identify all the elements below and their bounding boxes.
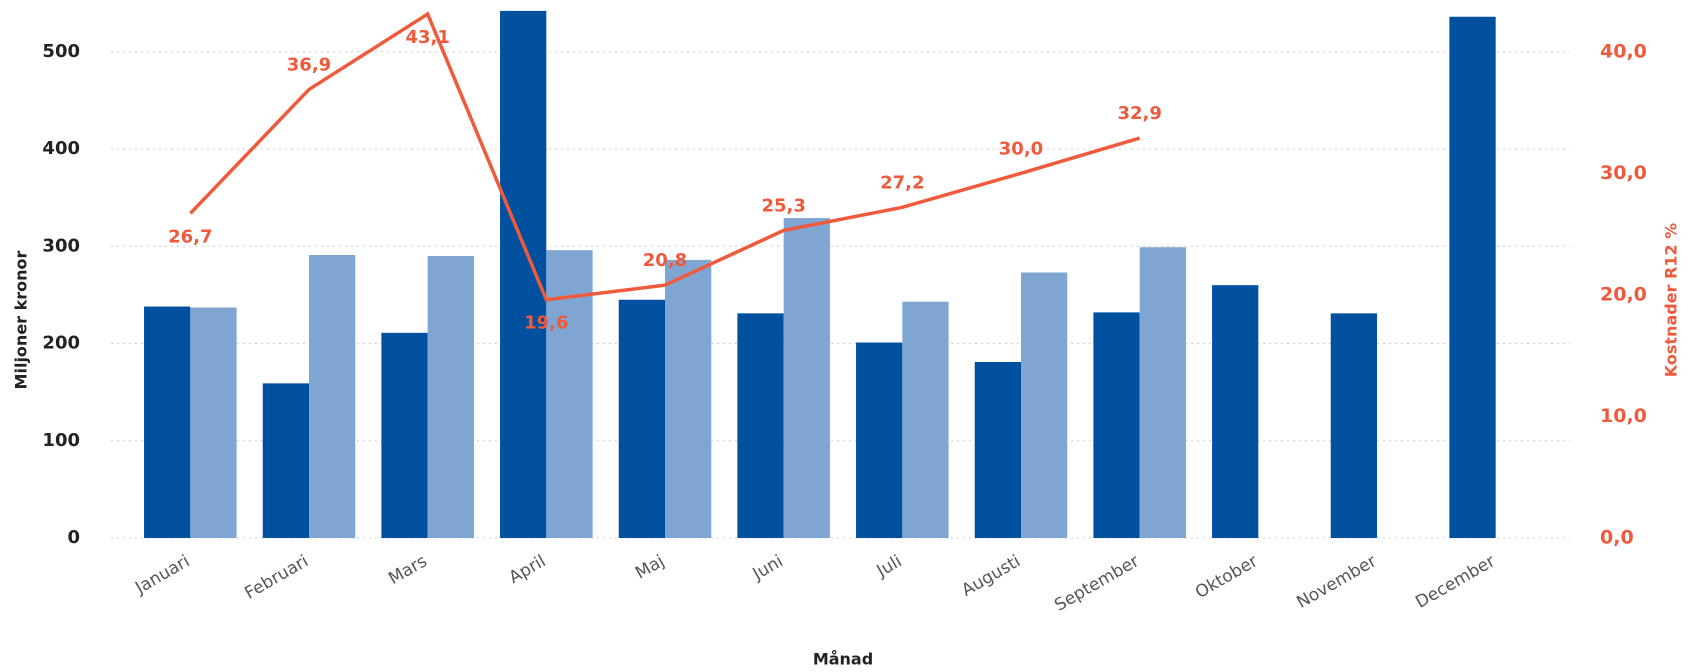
y-axis-title: Miljoner kronor bbox=[12, 250, 31, 389]
y2-tick-label: 20,0 bbox=[1600, 283, 1647, 305]
data-label: 20,8 bbox=[643, 250, 687, 271]
bar bbox=[500, 10, 547, 539]
bar bbox=[427, 255, 474, 539]
y2-tick-label: 10,0 bbox=[1600, 405, 1647, 427]
bar bbox=[144, 306, 191, 538]
bar bbox=[1330, 313, 1377, 538]
data-label: 19,6 bbox=[524, 313, 568, 334]
y2-axis-title: Kostnader R12 % bbox=[1662, 223, 1681, 377]
x-tick-label: Juni bbox=[749, 551, 787, 584]
x-tick-label: November bbox=[1293, 551, 1380, 613]
data-label: 26,7 bbox=[168, 226, 212, 247]
y-tick-label: 400 bbox=[42, 138, 80, 159]
x-tick-label: April bbox=[506, 551, 550, 588]
bar bbox=[1212, 285, 1259, 538]
data-label: 32,9 bbox=[1117, 103, 1161, 124]
bar bbox=[974, 361, 1021, 538]
bar bbox=[737, 313, 784, 538]
x-tick-label: Mars bbox=[385, 551, 431, 589]
bar bbox=[1139, 247, 1186, 538]
x-tick-label: December bbox=[1412, 551, 1498, 612]
bar bbox=[902, 301, 949, 538]
x-tick-label: Januari bbox=[131, 551, 193, 598]
x-tick-label: Oktober bbox=[1192, 551, 1261, 603]
y-tick-label: 500 bbox=[42, 41, 80, 62]
bar bbox=[1449, 16, 1496, 538]
y-tick-label: 300 bbox=[42, 235, 80, 256]
data-label: 36,9 bbox=[287, 54, 331, 75]
bar bbox=[618, 299, 665, 538]
x-tick-label: Maj bbox=[632, 551, 668, 583]
x-tick-label: Februari bbox=[241, 551, 312, 603]
y-tick-label: 200 bbox=[42, 333, 80, 354]
bar bbox=[783, 218, 830, 538]
data-label: 43,1 bbox=[405, 27, 449, 48]
bar bbox=[309, 255, 356, 539]
y2-tick-label: 0,0 bbox=[1600, 527, 1634, 549]
data-label: 27,2 bbox=[880, 172, 924, 193]
bar bbox=[665, 259, 712, 538]
bar bbox=[190, 307, 237, 538]
bar bbox=[381, 332, 428, 538]
bar bbox=[856, 342, 903, 538]
y-tick-label: 0 bbox=[67, 527, 80, 548]
x-tick-label: Augusti bbox=[958, 551, 1024, 600]
y2-tick-label: 40,0 bbox=[1600, 40, 1647, 62]
y2-tick-label: 30,0 bbox=[1600, 162, 1647, 184]
x-tick-label: Juli bbox=[873, 551, 906, 581]
bar bbox=[1093, 312, 1140, 538]
bar bbox=[262, 383, 309, 538]
y-tick-label: 100 bbox=[42, 430, 80, 451]
bar bbox=[1021, 272, 1068, 538]
data-label: 25,3 bbox=[761, 195, 805, 216]
line bbox=[189, 11, 1141, 302]
x-tick-label: September bbox=[1051, 551, 1142, 615]
data-label: 30,0 bbox=[999, 138, 1043, 159]
x-axis-title: Månad bbox=[813, 650, 873, 669]
